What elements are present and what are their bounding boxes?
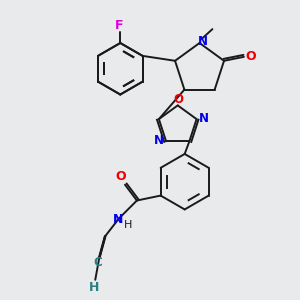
Text: O: O xyxy=(174,93,184,106)
Text: N: N xyxy=(154,134,164,147)
Text: F: F xyxy=(115,19,124,32)
Text: N: N xyxy=(199,112,208,124)
Text: N: N xyxy=(197,34,208,47)
Text: H: H xyxy=(89,281,100,294)
Text: O: O xyxy=(245,50,256,63)
Text: N: N xyxy=(113,213,123,226)
Text: O: O xyxy=(116,170,126,183)
Text: H: H xyxy=(124,220,132,230)
Text: C: C xyxy=(94,256,103,269)
